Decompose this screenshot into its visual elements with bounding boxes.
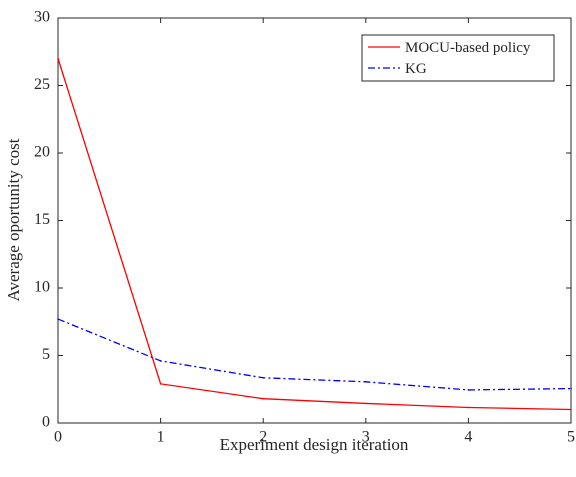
x-tick-label: 2: [259, 429, 267, 446]
x-tick-label: 1: [157, 429, 165, 446]
y-tick-label: 0: [42, 414, 50, 431]
data-point: [467, 406, 470, 409]
y-axis-label: Average oportunity cost: [4, 138, 23, 301]
x-tick-label: 5: [567, 429, 575, 446]
data-point: [570, 387, 572, 390]
data-point: [262, 397, 265, 400]
y-tick-label: 10: [34, 279, 50, 296]
x-tick-label: 3: [362, 429, 370, 446]
data-point: [57, 57, 59, 60]
y-tick-label: 15: [34, 211, 50, 228]
data-point: [57, 318, 59, 320]
data-point: [365, 402, 367, 405]
series-line-mocu: [57, 58, 572, 411]
legend: MOCU-based policy KG: [361, 34, 555, 82]
y-tick-label: 30: [34, 9, 50, 26]
x-axis-label: Experiment design iteration: [220, 435, 409, 454]
data-point: [467, 389, 470, 391]
y-tick-label: 25: [34, 76, 50, 93]
legend-label-mocu: MOCU-based policy: [405, 40, 531, 56]
x-tick-label: 4: [464, 429, 472, 446]
series-lines: [57, 57, 572, 411]
x-tick-label: 0: [54, 429, 62, 446]
data-point: [159, 360, 162, 362]
y-tick-label: 5: [42, 346, 50, 363]
data-point: [365, 381, 367, 383]
axis-ticks: 0 1 2 3 4 5 0 5 10 15 20 25 30: [34, 9, 575, 446]
y-tick-label: 20: [34, 144, 50, 161]
legend-label-kg: KG: [405, 61, 427, 77]
data-point: [159, 383, 162, 385]
series-line-kg: [57, 318, 572, 391]
legend-box: [361, 34, 555, 82]
plot-area: [57, 17, 572, 424]
data-point: [262, 376, 265, 379]
data-point: [570, 408, 572, 411]
